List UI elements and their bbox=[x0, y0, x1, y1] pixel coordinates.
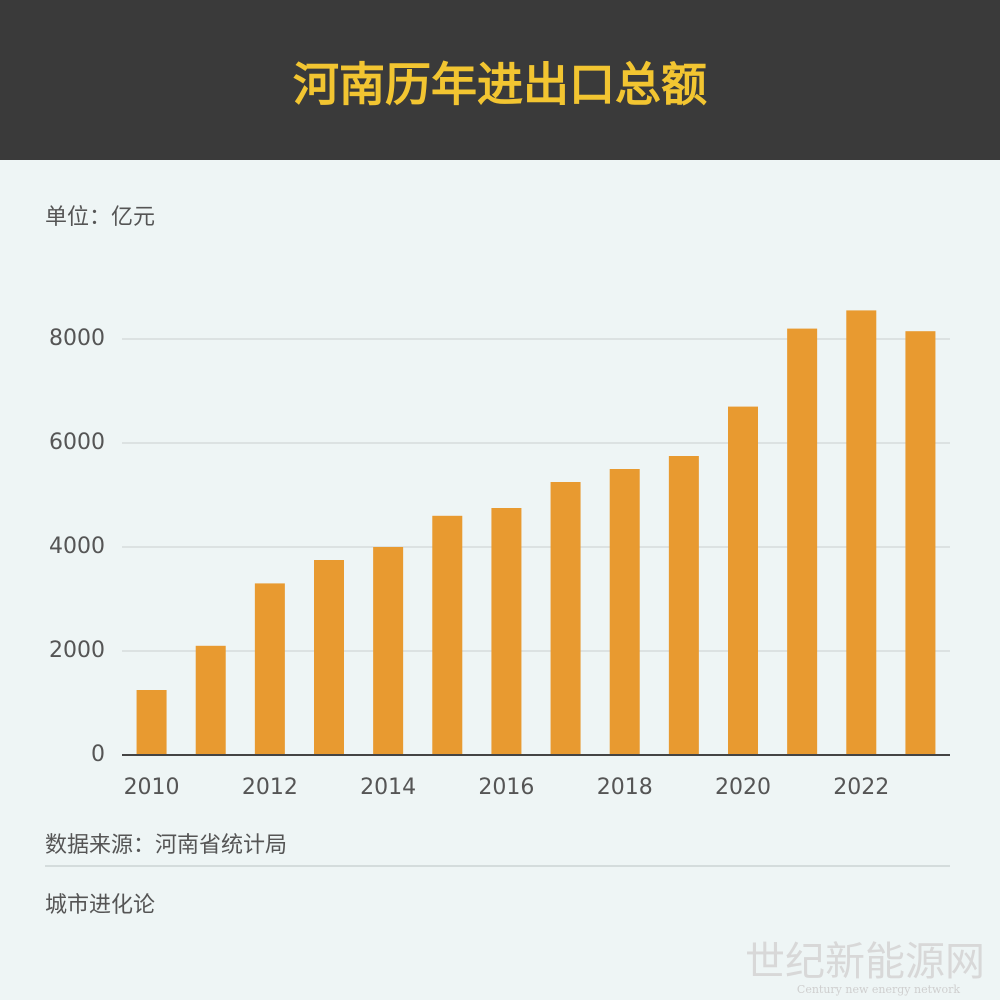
bar bbox=[373, 547, 404, 755]
brand: 城市进化论 bbox=[45, 893, 155, 918]
y-tick-label: 8000 bbox=[49, 326, 105, 351]
bar bbox=[550, 482, 581, 755]
bar bbox=[432, 515, 463, 755]
bar bbox=[254, 583, 285, 755]
y-tick-label: 0 bbox=[91, 742, 105, 767]
bar bbox=[314, 560, 344, 755]
x-tick-label: 2014 bbox=[360, 775, 416, 800]
bar bbox=[136, 690, 167, 755]
watermark: 世纪新能源网 bbox=[745, 939, 985, 985]
bar bbox=[195, 645, 226, 755]
bar bbox=[728, 406, 758, 755]
chart-title: 河南历年进出口总额 bbox=[293, 58, 707, 112]
bar bbox=[491, 508, 522, 755]
y-tick-label: 4000 bbox=[49, 534, 105, 559]
bar bbox=[668, 456, 699, 755]
x-tick-label: 2016 bbox=[478, 775, 534, 800]
bar bbox=[846, 310, 877, 755]
source: 数据来源：河南省统计局 bbox=[45, 833, 287, 858]
bar bbox=[905, 331, 936, 755]
bar bbox=[609, 469, 640, 755]
watermark-sub: Century new energy network bbox=[797, 983, 960, 996]
x-tick-label: 2010 bbox=[124, 775, 180, 800]
x-tick-label: 2022 bbox=[833, 775, 889, 800]
y-tick-label: 2000 bbox=[49, 638, 105, 663]
y-tick-label: 6000 bbox=[49, 430, 105, 455]
bar bbox=[787, 328, 818, 755]
x-tick-label: 2012 bbox=[242, 775, 298, 800]
x-tick-label: 2020 bbox=[715, 775, 771, 800]
unit-label: 单位：亿元 bbox=[45, 205, 155, 230]
header bbox=[0, 0, 1000, 160]
x-tick-label: 2018 bbox=[597, 775, 653, 800]
